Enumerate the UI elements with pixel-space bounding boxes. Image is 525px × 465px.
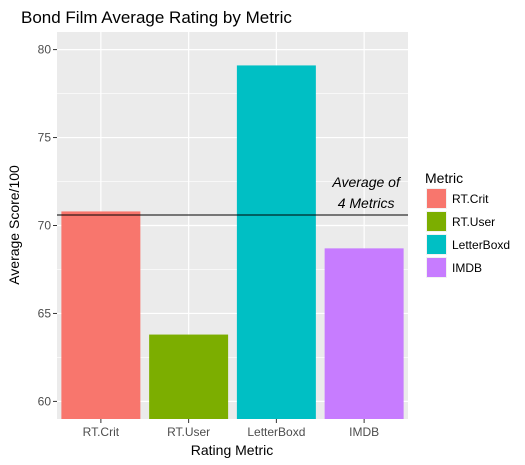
legend-swatch xyxy=(427,212,446,231)
reference-line-label: Average of xyxy=(331,174,402,190)
legend-label: LetterBoxd xyxy=(452,238,510,252)
x-tick-label: IMDB xyxy=(349,425,379,439)
y-tick-label: 65 xyxy=(38,306,52,320)
x-tick-label: RT.User xyxy=(167,425,210,439)
bar-rt-crit xyxy=(61,211,141,419)
reference-line-group: Average of 4 Metrics xyxy=(57,174,408,216)
y-axis: 60 65 70 75 80 xyxy=(38,43,57,408)
reference-line-label: 4 Metrics xyxy=(338,195,395,211)
bar-imdb xyxy=(324,248,404,419)
x-axis: RT.Crit RT.User LetterBoxd IMDB xyxy=(83,419,379,439)
legend-swatch xyxy=(427,258,446,277)
x-axis-title: Rating Metric xyxy=(191,442,273,458)
bar-rt-user xyxy=(149,334,229,419)
x-tick-label: RT.Crit xyxy=(83,425,120,439)
legend-swatch xyxy=(427,189,446,208)
y-tick-label: 75 xyxy=(38,131,52,145)
y-axis-title: Average Score/100 xyxy=(6,165,22,285)
legend-swatch xyxy=(427,235,446,254)
bar-letterboxd xyxy=(236,65,316,419)
legend-title: Metric xyxy=(425,170,463,186)
bars xyxy=(61,65,404,419)
legend-label: RT.Crit xyxy=(452,192,489,206)
legend-label: IMDB xyxy=(452,261,482,275)
legend-label: RT.User xyxy=(452,215,495,229)
legend: Metric RT.Crit RT.User LetterBoxd IMDB xyxy=(425,170,510,278)
y-tick-label: 60 xyxy=(38,394,52,408)
y-tick-label: 80 xyxy=(38,43,52,57)
chart-title: Bond Film Average Rating by Metric xyxy=(21,8,292,27)
x-tick-label: LetterBoxd xyxy=(247,425,305,439)
y-tick-label: 70 xyxy=(38,219,52,233)
